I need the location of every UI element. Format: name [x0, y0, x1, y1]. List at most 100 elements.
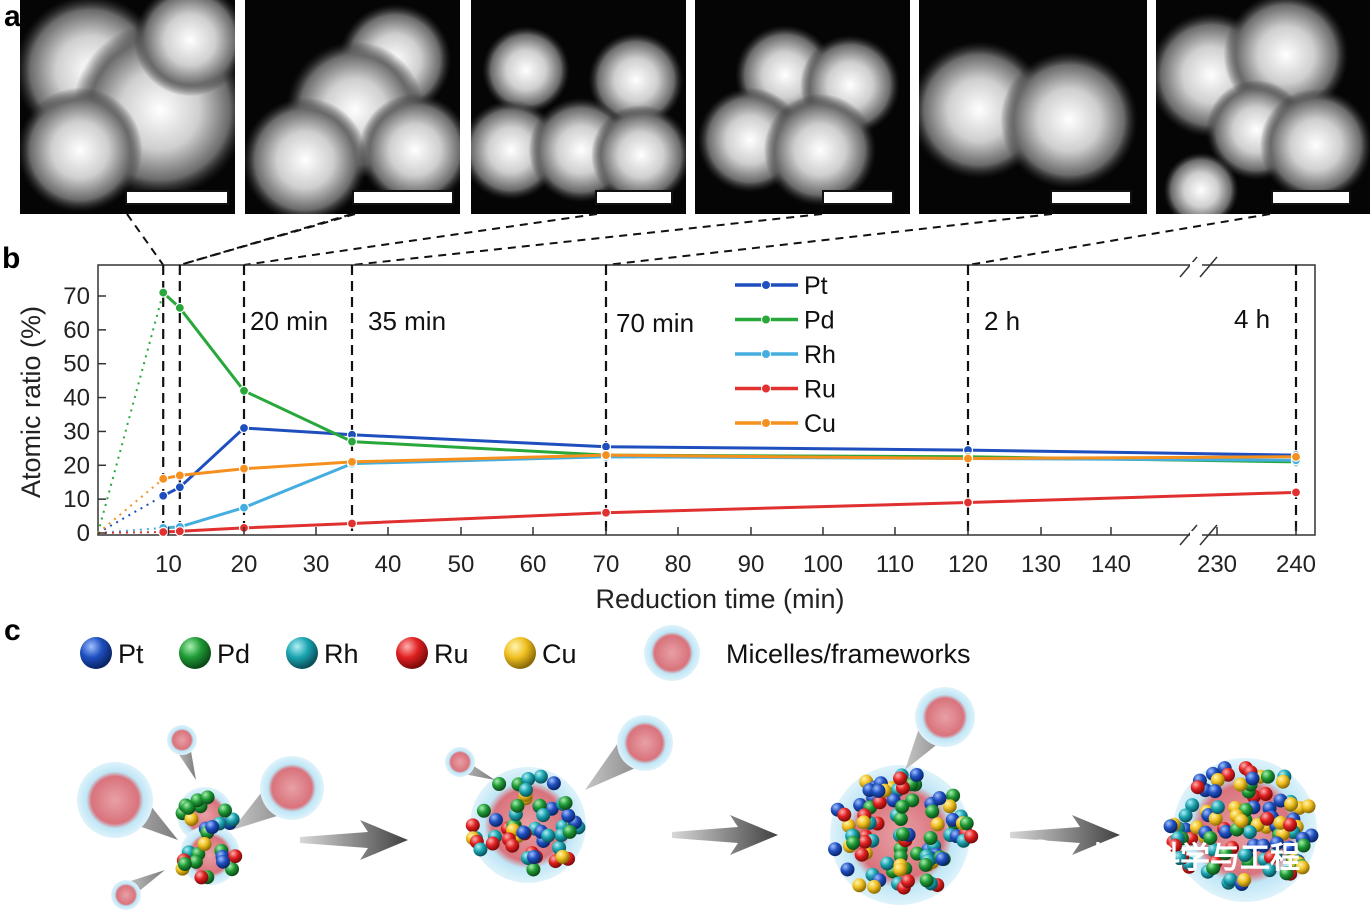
atom-ru	[1168, 838, 1183, 853]
microscopy-image	[471, 0, 686, 214]
atom-pd	[1206, 860, 1221, 875]
data-point-pd	[174, 302, 185, 313]
atom-legend-sphere-cu	[504, 637, 536, 669]
process-arrow	[300, 820, 408, 860]
atom-pd	[177, 857, 192, 872]
micelle	[445, 747, 475, 777]
scale-bar	[125, 190, 229, 205]
data-series	[97, 287, 1302, 538]
atom-pt	[516, 825, 531, 840]
atom-pt	[488, 812, 503, 827]
nanoparticle-blob	[588, 32, 684, 128]
atom-pd	[1296, 838, 1311, 853]
connector-line	[967, 213, 1271, 266]
scale-bar	[822, 190, 894, 205]
atom-pd	[562, 824, 577, 839]
x-tick-label: 100	[803, 551, 843, 578]
time-marker-label: 70 min	[616, 308, 694, 338]
atom-ru	[1283, 817, 1298, 832]
atom-rh	[1172, 851, 1187, 866]
y-axis-label: Atomic ratio (%)	[16, 306, 46, 498]
atom-pt	[935, 851, 950, 866]
panel-letter-b: b	[2, 242, 20, 275]
scale-bar	[1050, 190, 1132, 205]
atom-pt	[1269, 836, 1284, 851]
atom-pt	[215, 854, 230, 869]
atom-legend-label: Cu	[542, 639, 577, 669]
connector-line	[605, 213, 1053, 266]
atom-pd	[476, 803, 491, 818]
atom-cu	[1295, 860, 1310, 875]
nanoparticle-blob	[763, 93, 877, 207]
plot-frame	[97, 264, 1316, 536]
microscopy-image	[1156, 0, 1370, 214]
atom-pt	[561, 808, 576, 823]
atom-cu	[184, 812, 199, 827]
atom-rh	[1210, 800, 1225, 815]
nanoparticle-blob	[245, 97, 368, 214]
atom-legend-label: Rh	[324, 639, 359, 669]
atom-pt	[871, 783, 886, 798]
atom-cu	[893, 862, 908, 877]
time-marker-label: 2 h	[984, 306, 1020, 336]
time-marker-labels: 20 min 35 min 70 min 2 h 4 h	[250, 304, 1270, 338]
atom-pt	[828, 842, 843, 857]
series-leadin-rh	[97, 526, 164, 534]
scale-bar	[595, 190, 673, 205]
atom-cu	[1210, 773, 1225, 788]
atom-ru	[900, 874, 915, 889]
data-point-pt	[600, 441, 612, 452]
scale-bar	[1271, 190, 1351, 205]
atom-rh	[533, 769, 548, 784]
atom-rh	[1242, 825, 1257, 840]
data-point-ru	[1290, 487, 1302, 498]
atom-ru	[872, 795, 887, 810]
data-point-cu	[962, 453, 974, 464]
microscopy-image	[20, 0, 235, 214]
y-tick-label: 30	[63, 418, 90, 445]
data-point-pt	[238, 422, 250, 434]
atom-rh	[1223, 872, 1238, 887]
panel-letter-c: c	[4, 614, 21, 647]
legend-label: Rh	[804, 341, 836, 369]
series-line-rh	[163, 455, 1297, 530]
atom-pd	[492, 777, 507, 792]
data-point-pd	[346, 436, 358, 447]
y-tick-label: 0	[77, 520, 90, 547]
atom-cu	[1301, 799, 1316, 814]
x-tick-label: 240	[1276, 551, 1316, 578]
connector-line	[351, 213, 823, 266]
micelle-legend-label: Micelles/frameworks	[726, 639, 971, 669]
atom-cu	[867, 879, 882, 894]
series-leadin-pt	[97, 494, 164, 534]
atom-pt	[205, 820, 220, 835]
atom-cu	[856, 815, 871, 830]
atom-pt	[840, 862, 855, 877]
atom-rh	[1185, 798, 1200, 813]
series-line-pd	[162, 291, 1297, 464]
atom-pd	[217, 803, 232, 818]
nanoparticle-blob	[482, 26, 570, 114]
data-point-pt	[158, 490, 169, 501]
atom-pt	[1245, 771, 1260, 786]
atom-cu	[1208, 811, 1223, 826]
series-line-ru	[163, 490, 1297, 534]
series-leadin-cu	[97, 478, 164, 534]
atom-ru	[857, 834, 872, 849]
micelle	[111, 880, 141, 910]
atom-pd	[1203, 830, 1218, 845]
atom-legend-label: Pd	[217, 639, 250, 669]
atom-pt	[527, 850, 542, 865]
nanoparticle-blob	[1163, 152, 1239, 214]
atom-pt	[546, 776, 561, 791]
atom-pt	[1282, 840, 1297, 855]
atom-pd	[558, 795, 573, 810]
data-point-cu	[1290, 451, 1302, 462]
y-tick-label: 40	[63, 385, 90, 412]
scale-bar	[352, 190, 454, 205]
growth-scheme	[77, 687, 1319, 910]
x-tick-label: 40	[375, 551, 402, 578]
atom-cu	[197, 836, 212, 851]
micelle	[617, 715, 673, 771]
atom-cu	[1234, 814, 1249, 829]
